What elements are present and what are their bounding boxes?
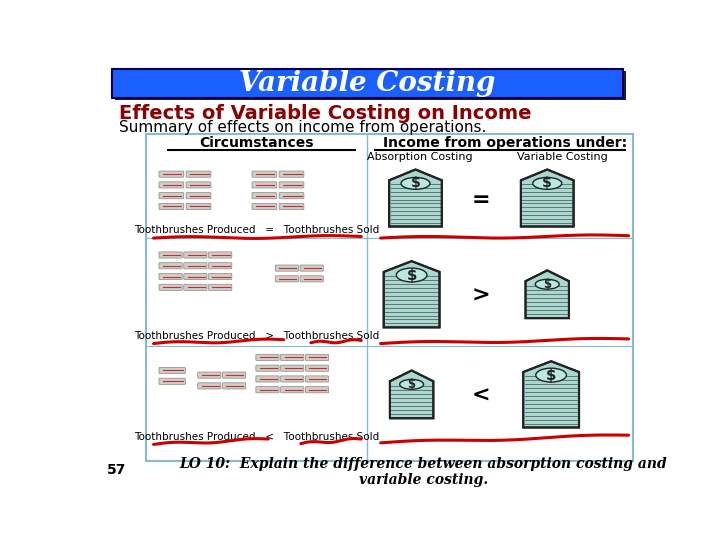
- Text: Circumstances: Circumstances: [199, 136, 314, 150]
- Text: Toothbrushes Produced   =   Toothbrushes Sold: Toothbrushes Produced = Toothbrushes Sol…: [134, 225, 379, 235]
- Ellipse shape: [536, 368, 567, 382]
- Polygon shape: [390, 370, 433, 418]
- Polygon shape: [521, 170, 574, 226]
- FancyBboxPatch shape: [159, 273, 182, 280]
- Text: =: =: [472, 190, 491, 210]
- FancyBboxPatch shape: [186, 193, 211, 199]
- FancyBboxPatch shape: [256, 354, 279, 361]
- FancyBboxPatch shape: [209, 252, 232, 258]
- FancyBboxPatch shape: [305, 387, 329, 393]
- Ellipse shape: [535, 279, 559, 289]
- FancyBboxPatch shape: [209, 262, 232, 269]
- FancyBboxPatch shape: [209, 284, 232, 291]
- Text: 57: 57: [107, 463, 127, 477]
- FancyBboxPatch shape: [279, 193, 304, 199]
- Text: Toothbrushes Produced   <   Toothbrushes Sold: Toothbrushes Produced < Toothbrushes Sol…: [134, 431, 379, 442]
- FancyBboxPatch shape: [279, 171, 304, 177]
- Polygon shape: [384, 261, 439, 327]
- FancyBboxPatch shape: [114, 71, 626, 100]
- FancyBboxPatch shape: [256, 387, 279, 393]
- FancyBboxPatch shape: [279, 182, 304, 188]
- Text: $: $: [542, 177, 552, 191]
- FancyBboxPatch shape: [281, 365, 304, 372]
- FancyBboxPatch shape: [159, 252, 182, 258]
- Text: Variable Costing: Variable Costing: [239, 70, 495, 97]
- FancyBboxPatch shape: [159, 262, 182, 269]
- Text: $: $: [410, 177, 420, 191]
- FancyBboxPatch shape: [209, 273, 232, 280]
- FancyBboxPatch shape: [159, 378, 185, 384]
- FancyBboxPatch shape: [222, 372, 246, 378]
- Ellipse shape: [533, 178, 562, 190]
- FancyBboxPatch shape: [159, 182, 184, 188]
- FancyBboxPatch shape: [281, 354, 304, 361]
- FancyBboxPatch shape: [198, 372, 221, 378]
- Text: $: $: [546, 368, 557, 383]
- FancyBboxPatch shape: [186, 182, 211, 188]
- FancyBboxPatch shape: [256, 376, 279, 382]
- Ellipse shape: [401, 178, 430, 190]
- FancyBboxPatch shape: [184, 252, 207, 258]
- Text: $: $: [406, 267, 417, 282]
- Text: Income from operations under:: Income from operations under:: [382, 136, 626, 150]
- Text: Variable Costing: Variable Costing: [518, 152, 608, 162]
- FancyBboxPatch shape: [159, 171, 184, 177]
- FancyBboxPatch shape: [305, 365, 329, 372]
- Polygon shape: [389, 170, 442, 226]
- FancyBboxPatch shape: [186, 204, 211, 210]
- FancyBboxPatch shape: [159, 204, 184, 210]
- Ellipse shape: [400, 380, 423, 389]
- FancyBboxPatch shape: [184, 284, 207, 291]
- FancyBboxPatch shape: [159, 367, 185, 374]
- Text: Effects of Variable Costing on Income: Effects of Variable Costing on Income: [120, 104, 532, 123]
- FancyBboxPatch shape: [252, 193, 276, 199]
- FancyBboxPatch shape: [305, 376, 329, 382]
- FancyBboxPatch shape: [275, 276, 299, 282]
- Text: $: $: [544, 278, 552, 291]
- FancyBboxPatch shape: [252, 204, 276, 210]
- Text: $: $: [408, 378, 415, 391]
- Polygon shape: [523, 361, 579, 428]
- FancyBboxPatch shape: [281, 387, 304, 393]
- Text: >: >: [472, 286, 491, 306]
- FancyBboxPatch shape: [281, 376, 304, 382]
- Text: Summary of effects on income from operations.: Summary of effects on income from operat…: [120, 120, 487, 136]
- FancyBboxPatch shape: [198, 383, 221, 389]
- Polygon shape: [526, 271, 569, 318]
- FancyBboxPatch shape: [300, 276, 323, 282]
- FancyBboxPatch shape: [275, 265, 299, 271]
- FancyBboxPatch shape: [186, 171, 211, 177]
- FancyBboxPatch shape: [305, 354, 329, 361]
- FancyBboxPatch shape: [279, 204, 304, 210]
- FancyBboxPatch shape: [112, 69, 624, 98]
- Text: LO 10:  Explain the difference between absorption costing and
variable costing.: LO 10: Explain the difference between ab…: [179, 457, 667, 487]
- FancyBboxPatch shape: [184, 273, 207, 280]
- Text: Toothbrushes Produced   >   Toothbrushes Sold: Toothbrushes Produced > Toothbrushes Sol…: [134, 331, 379, 341]
- FancyBboxPatch shape: [184, 262, 207, 269]
- FancyBboxPatch shape: [252, 182, 276, 188]
- FancyBboxPatch shape: [300, 265, 323, 271]
- FancyBboxPatch shape: [145, 134, 632, 461]
- FancyBboxPatch shape: [222, 383, 246, 389]
- FancyBboxPatch shape: [252, 171, 276, 177]
- Ellipse shape: [396, 268, 427, 282]
- FancyBboxPatch shape: [159, 193, 184, 199]
- Text: <: <: [472, 386, 491, 406]
- Text: Absorption Costing: Absorption Costing: [366, 152, 472, 162]
- FancyBboxPatch shape: [256, 365, 279, 372]
- FancyBboxPatch shape: [159, 284, 182, 291]
